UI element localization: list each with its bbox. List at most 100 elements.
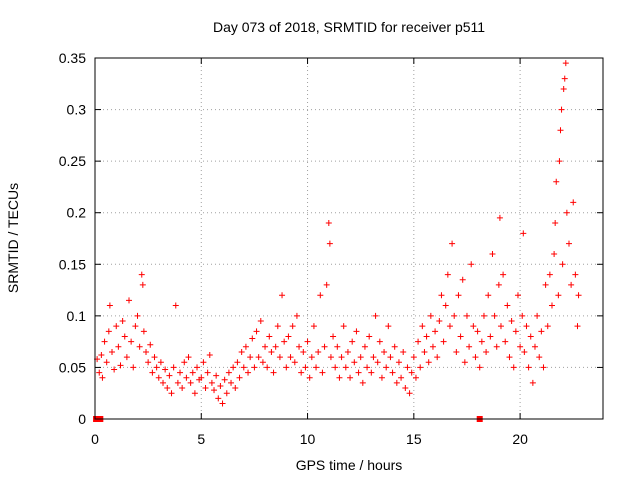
data-point [506,354,513,361]
data-point [436,318,443,325]
data-point [194,364,201,371]
data-point [565,240,572,247]
data-point [496,214,503,221]
data-point [242,343,249,350]
y-tick-label: 0.25 [59,153,86,169]
data-point [423,333,430,340]
data-point [558,106,565,113]
data-point [238,348,245,355]
data-point [101,338,108,345]
data-point [347,374,354,381]
x-axis-label: GPS time / hours [296,457,403,473]
data-point [253,328,260,335]
data-point [217,382,224,389]
data-point [500,271,507,278]
y-tick-label: 0.3 [67,102,87,118]
data-point [555,292,562,299]
data-point [342,364,349,371]
data-point [491,312,498,319]
data-point [468,261,475,268]
data-point [387,354,394,361]
data-point [504,302,511,309]
data-point [326,240,333,247]
data-point [451,312,458,319]
data-point [425,359,432,366]
data-point [455,292,462,299]
data-point [457,333,464,340]
data-point [415,338,422,345]
data-point [321,343,328,350]
data-point [287,354,294,361]
data-point [259,359,266,366]
data-point [105,328,112,335]
data-point [419,323,426,330]
data-point [404,364,411,371]
data-point [440,338,447,345]
data-point [189,369,196,376]
data-point [164,385,171,392]
data-point [406,390,413,397]
data-point [398,374,405,381]
data-point [470,323,477,330]
data-point [552,220,559,227]
data-point [562,60,569,67]
x-tick-label: 5 [197,431,205,447]
data-point [315,348,322,355]
data-point [111,366,118,373]
data-point [514,292,521,299]
data-point [544,323,551,330]
data-point [381,348,388,355]
data-point [453,348,460,355]
y-axis-label: SRMTID / TECUs [5,183,21,293]
data-point [556,158,563,165]
data-points [94,60,582,407]
data-point [361,343,368,350]
data-point [376,338,383,345]
data-point [308,354,315,361]
data-point [170,364,177,371]
data-point [139,281,146,288]
data-point [548,302,555,309]
data-point [574,323,581,330]
data-point [313,364,320,371]
data-point [300,348,307,355]
data-point [525,364,532,371]
data-point [247,354,254,361]
y-tick-label: 0.1 [67,308,87,324]
data-point [417,364,424,371]
data-point [109,348,116,355]
data-point [155,374,162,381]
data-point [208,379,215,386]
data-point [370,354,377,361]
data-point [134,312,141,319]
data-point [283,364,290,371]
data-point [336,374,343,381]
data-point [519,312,526,319]
data-point [510,364,517,371]
data-point [219,400,226,407]
data-point [531,343,538,350]
data-point [225,369,232,376]
data-point [476,364,483,371]
data-point [126,297,133,304]
data-point [523,323,530,330]
data-point [270,369,277,376]
data-point [517,343,524,350]
data-point [266,333,273,340]
data-point [145,359,152,366]
data-point [421,348,428,355]
data-point [512,328,519,335]
data-point [183,374,190,381]
data-point [151,354,158,361]
data-point [160,379,167,386]
data-point [123,354,130,361]
data-point [561,75,568,82]
data-point [130,364,137,371]
data-point [372,312,379,319]
data-point [121,333,128,340]
data-point [181,359,188,366]
data-point [99,374,106,381]
data-point [340,323,347,330]
data-point [232,385,239,392]
data-point [480,312,487,319]
